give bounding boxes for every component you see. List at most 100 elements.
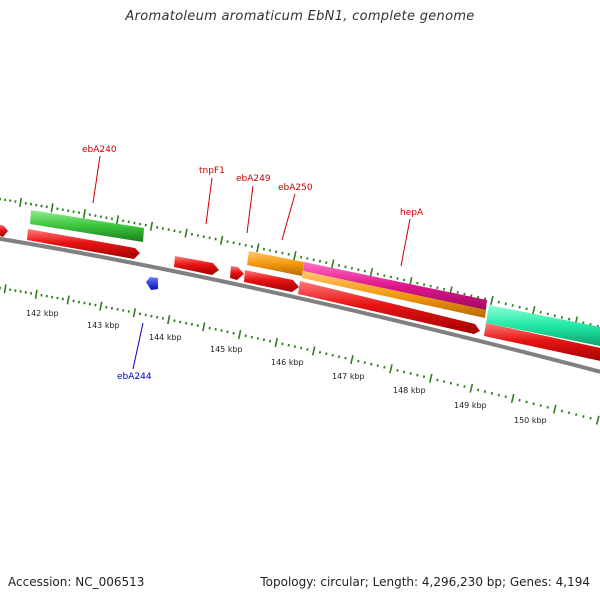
minor-tick [363,269,366,273]
gene-bar-hepA-magenta[interactable] [303,262,487,310]
gene-bar-teal[interactable] [486,305,600,347]
minor-tick [167,228,170,231]
major-tick [219,235,224,245]
major-tick [3,284,7,294]
scale-label: 149 kbp [454,401,487,410]
minor-tick [546,405,549,409]
scale-label: 143 kbp [87,321,120,330]
minor-tick [525,307,528,311]
major-tick [115,215,120,225]
minor-tick [429,284,432,288]
minor-tick [383,274,386,277]
gene-bar-hepA-orange[interactable] [302,271,486,318]
minor-tick [144,313,147,317]
minor-tick [83,301,86,305]
minor-tick [156,226,159,229]
minor-tick [325,261,328,264]
minor-tick [275,250,278,254]
minor-tick [202,235,205,238]
major-tick [293,251,297,261]
minor-tick [250,335,253,339]
minor-tick [436,286,439,290]
gene-bar-ebA250-orange[interactable] [247,251,304,276]
minor-tick [214,328,217,331]
minor-tick [306,257,309,260]
minor-tick [539,310,542,314]
minor-tick [546,312,549,316]
minor-tick [396,277,399,280]
gene-bar-ebA240-green[interactable] [30,210,144,242]
major-tick [274,337,278,348]
gene-arrow-ebA244[interactable] [146,277,158,290]
map-title: Aromatoleum aromaticum EbN1, complete ge… [125,9,475,24]
gene-labels: ebA240 tnpF1 ebA249 ebA250 hepA ebA244 [82,145,424,382]
major-tick [510,393,515,403]
major-tick [34,289,38,299]
gene-arrow-ebA250[interactable] [244,270,299,292]
minor-tick [422,283,426,286]
minor-tick [179,230,182,234]
minor-tick [376,272,379,276]
minor-tick [116,308,119,311]
gene-label-ebA249[interactable]: ebA249 [236,174,271,184]
major-tick [552,404,557,414]
minor-tick [525,400,528,404]
minor-tick [56,296,59,300]
gene-label-tnpF1[interactable]: tnpF1 [199,166,225,176]
minor-tick [138,222,142,226]
minor-tick [226,330,229,334]
major-tick [66,295,70,305]
minor-tick [122,219,125,223]
gene-label-ebA250[interactable]: ebA250 [278,183,313,193]
minor-tick [575,413,578,416]
minor-tick [331,353,334,357]
minor-tick [539,404,542,407]
scale-labels: 142 kbp 143 kbp 144 kbp 145 kbp 146 kbp … [26,309,547,425]
gene-arrow-tnpF1[interactable] [174,256,219,275]
minor-tick [504,395,507,399]
topology-text: Topology: circular; Length: 4,296,230 bp… [260,575,590,589]
scale-label: 145 kbp [210,345,243,354]
minor-tick [589,416,592,420]
minor-tick [325,352,328,356]
major-tick [369,268,374,278]
gene-label-hepA[interactable]: hepA [400,208,424,218]
minor-tick [300,255,303,259]
minor-tick [582,415,585,418]
genome-backbone [0,236,600,374]
scale-label: 142 kbp [26,309,59,318]
minor-tick [127,310,130,313]
gene-arrow-partial[interactable] [0,224,8,237]
minor-tick [281,342,284,346]
minor-tick [504,302,507,306]
minor-tick [370,362,373,366]
label-leaders [92,155,411,370]
minor-tick [138,312,142,316]
major-tick [531,306,536,316]
minor-tick [350,266,354,270]
minor-tick [306,348,309,351]
minor-tick [190,232,194,236]
minor-tick [196,234,199,237]
gene-label-ebA240[interactable]: ebA240 [82,145,117,155]
gene-arrow-ebA249[interactable] [230,266,244,280]
minor-tick [232,241,235,245]
minor-tick [383,365,386,369]
gene-arrow-ebA240[interactable] [27,229,140,259]
minor-tick [56,207,59,211]
minor-tick [560,315,564,319]
major-tick [389,364,393,374]
gene-arrow-hepA[interactable] [298,281,480,334]
minor-tick [483,390,487,394]
minor-tick [443,380,446,383]
minor-tick [490,391,494,395]
gene-track [0,210,600,362]
minor-tick [185,321,188,325]
gene-arrow-next[interactable] [484,323,600,362]
gene-label-ebA244[interactable]: ebA244 [117,372,152,382]
major-tick [132,308,137,318]
minor-tick [281,251,284,255]
minor-tick [443,287,446,291]
minor-tick [463,292,466,296]
